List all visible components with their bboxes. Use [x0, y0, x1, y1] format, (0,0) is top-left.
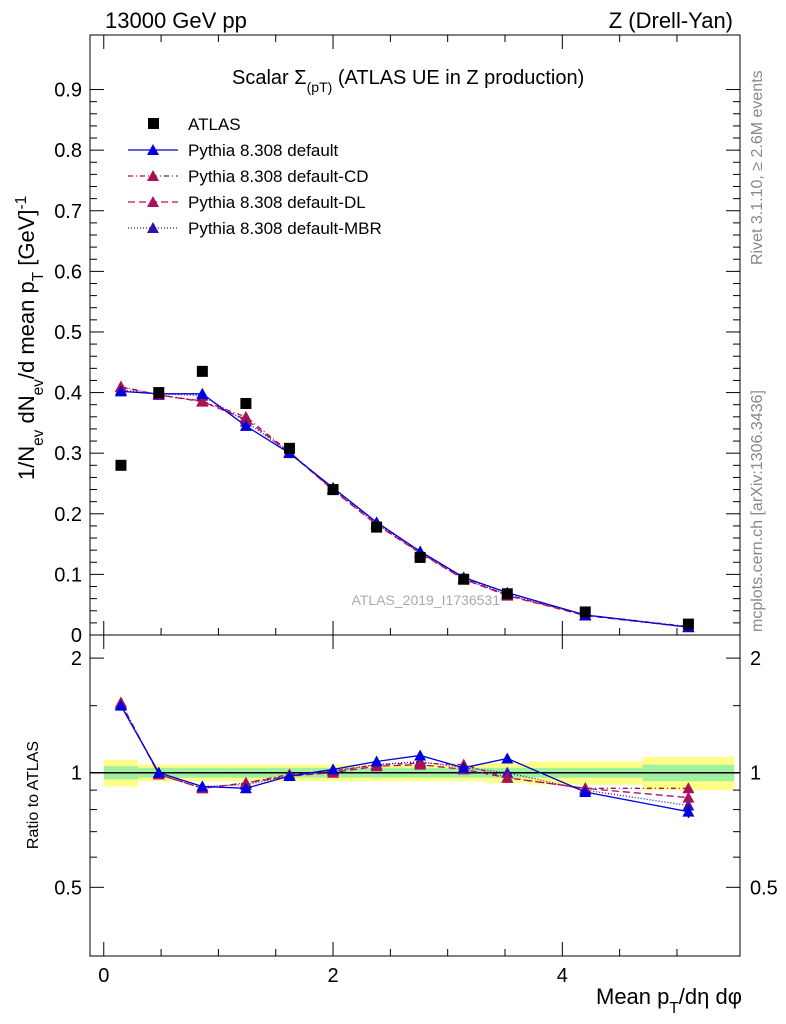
- ratio-point: [682, 799, 695, 811]
- data-point: [196, 365, 208, 377]
- ratio-y-tick-label: 0.5: [54, 877, 82, 899]
- legend-marker: [147, 222, 159, 233]
- series-line: [120, 386, 689, 628]
- legend-marker: [147, 196, 159, 207]
- y-tick-label: 0.5: [54, 322, 82, 344]
- ratio-point: [682, 791, 695, 803]
- data-point: [153, 387, 165, 399]
- analysis-watermark: ATLAS_2019_I1736531: [352, 592, 501, 608]
- ratio-y-axis-label: Ratio to ATLAS: [25, 741, 42, 849]
- legend-marker-data: [148, 118, 159, 129]
- y-tick-label: 0.9: [54, 80, 82, 102]
- y-tick-label: 0: [71, 625, 82, 647]
- data-point: [458, 573, 470, 585]
- ratio-y-tick-label: 1: [71, 763, 82, 785]
- series-point: [239, 410, 252, 422]
- y-tick-label: 0.3: [54, 443, 82, 465]
- ratio-y-tick-label-right: 0.5: [750, 877, 778, 899]
- plot-title: Scalar Σ(pT) (ATLAS UE in Z production): [232, 67, 584, 95]
- data-point: [115, 459, 127, 471]
- ratio-point: [414, 757, 427, 769]
- rivet-version-label: Rivet 3.1.10, ≥ 2.6M events: [749, 70, 766, 265]
- main-plot: 0 0.1 0.2 0.3 0.4 0.5 0.6 0.7 0.8 0.9 Scalar Σ(pT…: [54, 34, 741, 647]
- series-point: [196, 395, 209, 407]
- data-point: [327, 484, 339, 496]
- ratio-y-tick-label-right: 1: [750, 763, 761, 785]
- legend: ATLAS Pythia 8.308 default Pythia 8.308 de…: [128, 115, 382, 238]
- ratio-y-tick-label: 2: [71, 648, 82, 670]
- y-tick-label: 0.8: [54, 140, 82, 162]
- ratio-point: [370, 755, 383, 767]
- y-tick-label: 0.2: [54, 504, 82, 526]
- data-point: [682, 618, 694, 630]
- ratio-point: [327, 763, 340, 775]
- legend-label-data: ATLAS: [188, 115, 241, 134]
- process-energy-label: 13000 GeV pp: [105, 8, 247, 33]
- ratio-series-line: [120, 702, 689, 789]
- ratio-point: [196, 780, 209, 792]
- legend-marker: [147, 144, 159, 155]
- ratio-point: [283, 770, 296, 782]
- series-point: [114, 385, 127, 397]
- ratio-series-line: [120, 704, 689, 807]
- data-point: [414, 551, 426, 563]
- series-point: [196, 387, 209, 399]
- y-axis-label: 1/Nev dNev/d mean pT [GeV]-1: [13, 196, 47, 480]
- y-tick-label: 0.7: [54, 201, 82, 223]
- x-axis-label: Mean pT/dη dφ: [596, 984, 742, 1017]
- ratio-point: [414, 749, 427, 761]
- y-tick-label: 0.6: [54, 261, 82, 283]
- ratio-point: [239, 782, 252, 794]
- series-line: [120, 389, 689, 628]
- process-name-label: Z (Drell-Yan): [609, 8, 733, 33]
- series-point: [239, 419, 252, 431]
- ratio-point: [501, 752, 514, 764]
- data-series: [115, 365, 694, 630]
- legend-marker: [147, 170, 159, 181]
- ratio-point: [579, 785, 592, 797]
- data-point: [501, 588, 513, 600]
- ratio-point: [114, 699, 127, 711]
- x-tick-label: 2: [327, 965, 338, 987]
- ratio-point: [152, 766, 165, 778]
- ratio-series-group: [114, 698, 695, 812]
- mcplots-label: mcplots.cern.ch [arXiv:1306.3436]: [749, 390, 766, 632]
- ratio-point: [682, 782, 695, 794]
- legend-label: Pythia 8.308 default-MBR: [188, 219, 382, 238]
- data-point: [371, 521, 383, 533]
- legend-label: Pythia 8.308 default: [188, 141, 339, 160]
- series-line: [120, 385, 689, 628]
- ratio-point: [682, 805, 695, 817]
- x-tick-label: 0: [98, 965, 109, 987]
- y-tick-label: 0.4: [54, 383, 82, 405]
- data-point: [240, 397, 252, 409]
- ratio-plot-frame: [89, 634, 741, 957]
- ratio-y-tick-label-right: 2: [750, 648, 761, 670]
- data-point: [283, 442, 295, 454]
- ratio-point: [457, 761, 470, 773]
- ratio-series-group: [114, 699, 695, 819]
- x-tick-label: 4: [557, 965, 568, 987]
- data-point: [579, 606, 591, 618]
- ratio-series-line: [120, 705, 689, 813]
- legend-label: Pythia 8.308 default-CD: [188, 167, 369, 186]
- legend-label: Pythia 8.308 default-DL: [188, 193, 366, 212]
- series-line: [120, 390, 689, 628]
- ratio-point: [501, 771, 514, 783]
- y-tick-label: 0.1: [54, 564, 82, 586]
